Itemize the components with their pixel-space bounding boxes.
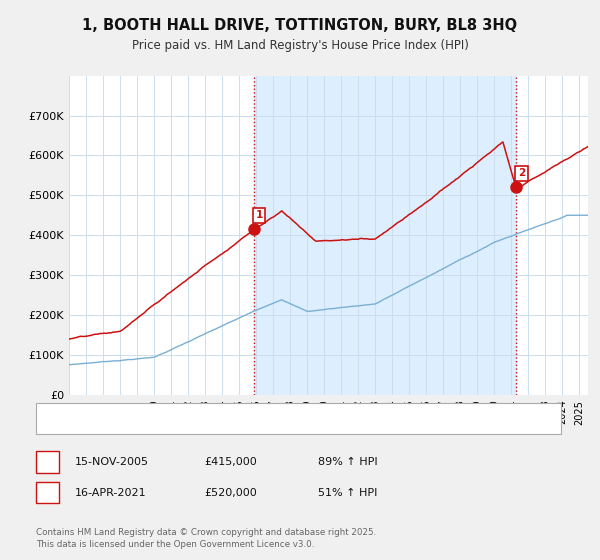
Text: Price paid vs. HM Land Registry's House Price Index (HPI): Price paid vs. HM Land Registry's House … (131, 39, 469, 53)
Text: 1: 1 (43, 455, 52, 469)
Text: Contains HM Land Registry data © Crown copyright and database right 2025.
This d: Contains HM Land Registry data © Crown c… (36, 528, 376, 549)
Text: HPI: Average price, detached house, Bury: HPI: Average price, detached house, Bury (75, 421, 283, 431)
Text: £520,000: £520,000 (204, 488, 257, 498)
Text: 2: 2 (43, 486, 52, 500)
Text: 51% ↑ HPI: 51% ↑ HPI (318, 488, 377, 498)
Text: £415,000: £415,000 (204, 457, 257, 467)
Text: 16-APR-2021: 16-APR-2021 (75, 488, 146, 498)
Text: 1, BOOTH HALL DRIVE, TOTTINGTON, BURY, BL8 3HQ (detached house): 1, BOOTH HALL DRIVE, TOTTINGTON, BURY, B… (75, 407, 430, 417)
Text: 1: 1 (256, 210, 263, 220)
Bar (254, 76, 517, 395)
Text: 89% ↑ HPI: 89% ↑ HPI (318, 457, 377, 467)
Text: 1, BOOTH HALL DRIVE, TOTTINGTON, BURY, BL8 3HQ: 1, BOOTH HALL DRIVE, TOTTINGTON, BURY, B… (82, 18, 518, 32)
Text: 2: 2 (518, 169, 525, 178)
Text: 15-NOV-2005: 15-NOV-2005 (75, 457, 149, 467)
